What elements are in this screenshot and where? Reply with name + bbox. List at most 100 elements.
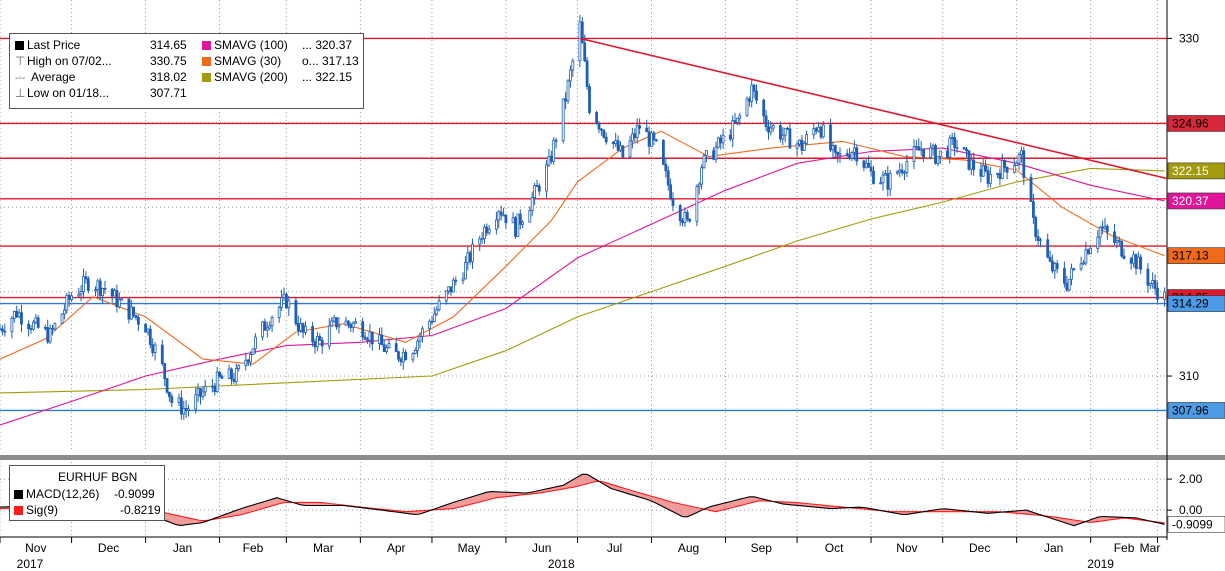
candle-body (604, 136, 608, 143)
candle-body (1046, 239, 1050, 258)
candle-body (965, 148, 968, 152)
candle-body (769, 127, 773, 133)
x-tick-label: Jan (173, 541, 192, 555)
candle-body (504, 214, 508, 224)
candle-body (955, 147, 959, 149)
candle-body (163, 363, 167, 380)
candle-body (1082, 262, 1085, 265)
candle-body (86, 278, 90, 291)
candle-body (67, 295, 71, 300)
candle-body (869, 166, 873, 172)
candle-body (845, 153, 849, 156)
candle-body (494, 219, 498, 230)
candle-body (554, 139, 558, 142)
candle-body (404, 351, 408, 361)
candle-body (950, 136, 954, 139)
candle-body (366, 338, 369, 341)
candle-body (666, 170, 670, 186)
candle-body (463, 262, 467, 280)
average-marker-icon: -◦- (15, 73, 26, 84)
macd-panel: 2.00 0.00 -0.9099 (0, 472, 1225, 533)
candle-body (480, 238, 484, 241)
smavg-200-swatch (202, 73, 211, 82)
candle-body (65, 295, 69, 311)
candle-body (912, 146, 916, 163)
candle-body (103, 287, 107, 290)
candle-body (1012, 165, 1016, 173)
legend-item-macd: MACD(12,26) (14, 487, 99, 502)
candle-body (32, 321, 35, 330)
candle-body (330, 320, 334, 327)
candle-body (129, 306, 133, 320)
candle-body (20, 312, 23, 325)
price-tag-label: 324.96 (1172, 116, 1209, 130)
candle-body (27, 323, 31, 330)
candle-body (585, 60, 589, 88)
candle-body (836, 151, 840, 156)
candle-body (478, 238, 482, 245)
candle-body (597, 123, 601, 130)
candle-body (886, 173, 890, 190)
candle-body (113, 290, 116, 297)
candle-body (767, 126, 770, 133)
candle-body (638, 125, 641, 129)
candle-body (1032, 201, 1035, 218)
x-tick-label: Feb (1114, 541, 1135, 555)
legend-item-signal: Sig(9) (14, 503, 58, 518)
candle-body (0, 328, 2, 331)
candle-body (905, 161, 909, 173)
candle-body (645, 127, 649, 133)
candle-body (733, 120, 737, 123)
candle-body (46, 327, 50, 343)
candle-body (151, 344, 155, 354)
candle-body (1070, 268, 1073, 280)
candle-body (220, 375, 224, 379)
candle-body (213, 385, 217, 393)
legend-value: ... 320.37 (302, 38, 353, 52)
candle-body (688, 218, 692, 222)
candle-body (237, 365, 241, 369)
legend-item-low: ⊥ Low on 01/18... (15, 86, 109, 101)
candle-body (996, 172, 999, 175)
candle-body (182, 407, 186, 415)
candle-body (571, 60, 575, 71)
low-marker-icon: ⊥ (15, 86, 26, 100)
candle-body (1096, 236, 1100, 249)
legend-label: Sig(9) (26, 503, 59, 517)
candle-body (432, 313, 436, 322)
candle-body (528, 209, 532, 223)
candle-body (919, 148, 923, 151)
x-tick-label: Nov (896, 541, 917, 555)
legend-label: Average (31, 70, 76, 84)
legend-label: SMAVG (100) (214, 38, 288, 52)
candle-body (94, 289, 97, 292)
candle-body (344, 320, 348, 326)
candle-body (728, 134, 732, 140)
candle-body (881, 174, 885, 184)
candle-body (468, 252, 472, 263)
candle-body (1153, 280, 1157, 289)
candle-body (962, 147, 966, 150)
y-tick-label: 0.00 (1179, 503, 1203, 517)
candle-body (817, 126, 820, 132)
candle-body (1132, 254, 1135, 264)
candle-body (736, 117, 739, 123)
candle-body (786, 127, 789, 130)
candle-body (98, 280, 102, 296)
candle-body (110, 288, 114, 297)
candle-body (683, 211, 687, 224)
candle-body (762, 99, 766, 117)
candle-body (378, 334, 381, 345)
y-tick-label: 2.00 (1179, 472, 1203, 486)
candle-body (814, 128, 818, 132)
candle-body (382, 344, 386, 352)
legend-item-average: -◦- Average (15, 70, 75, 85)
candle-body (230, 368, 233, 380)
candle-body (165, 378, 169, 393)
candle-body (215, 371, 219, 393)
legend-value: -0.9099 (114, 487, 155, 501)
candle-body (895, 171, 899, 174)
candle-body (435, 309, 439, 315)
candle-body (1039, 239, 1042, 242)
candle-body (1101, 226, 1104, 229)
